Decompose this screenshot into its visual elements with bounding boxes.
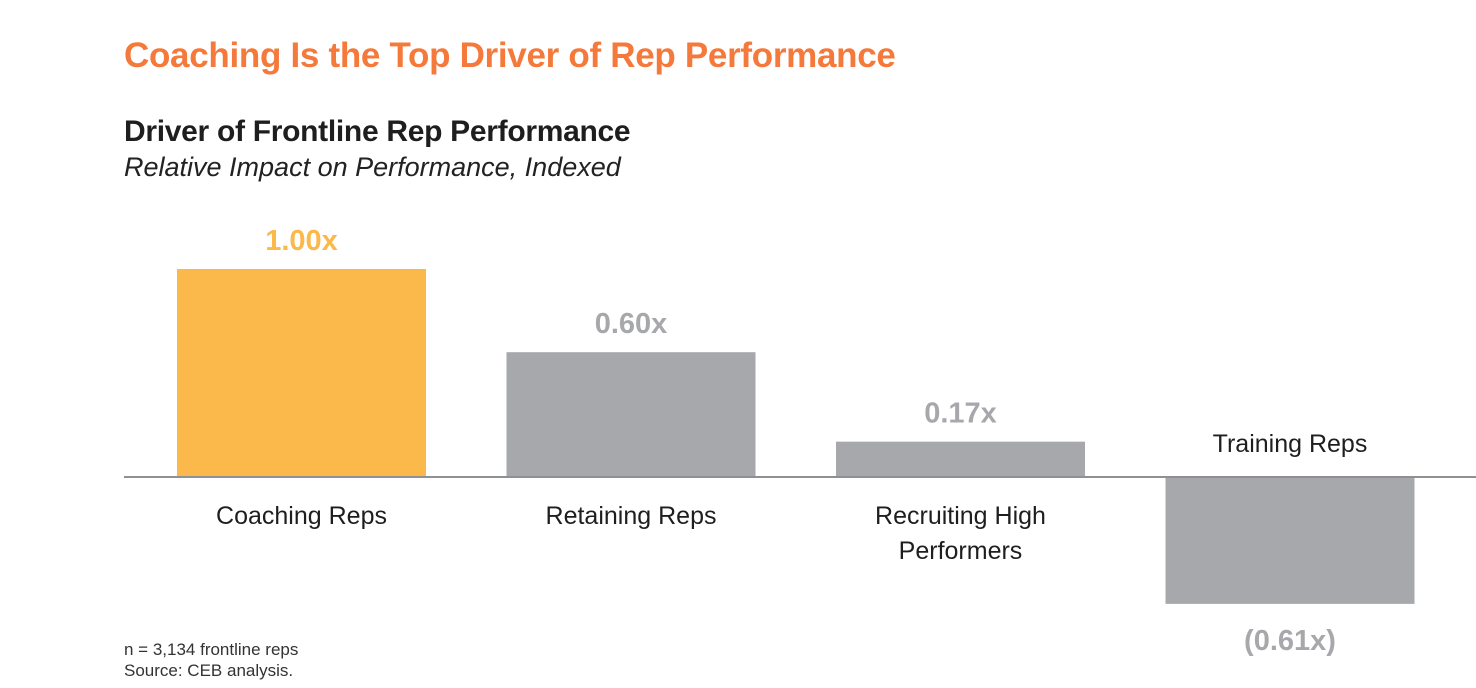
chart-title: Driver of Frontline Rep Performance — [124, 115, 631, 148]
source-note: Source: CEB analysis. — [124, 661, 294, 680]
data-label: 1.00x — [265, 225, 338, 257]
category-label: Recruiting High Performers — [875, 502, 1046, 565]
data-label: 0.60x — [595, 308, 668, 340]
bar-retaining-reps — [506, 352, 756, 477]
bar-coaching-reps — [177, 269, 426, 477]
category-label: Retaining Reps — [546, 502, 717, 530]
sample-size-note: n = 3,134 frontline reps — [124, 640, 299, 659]
chart-subtitle: Relative Impact on Performance, Indexed — [124, 152, 621, 182]
category-label: Coaching Reps — [216, 502, 387, 530]
page-headline: Coaching Is the Top Driver of Rep Perfor… — [124, 36, 896, 75]
bar-training-reps — [1165, 477, 1415, 604]
bar-recruiting-high-performers — [836, 441, 1085, 477]
data-label: (0.61x) — [1244, 625, 1336, 657]
data-label: 0.17x — [924, 398, 997, 430]
category-label: Training Reps — [1213, 430, 1368, 458]
